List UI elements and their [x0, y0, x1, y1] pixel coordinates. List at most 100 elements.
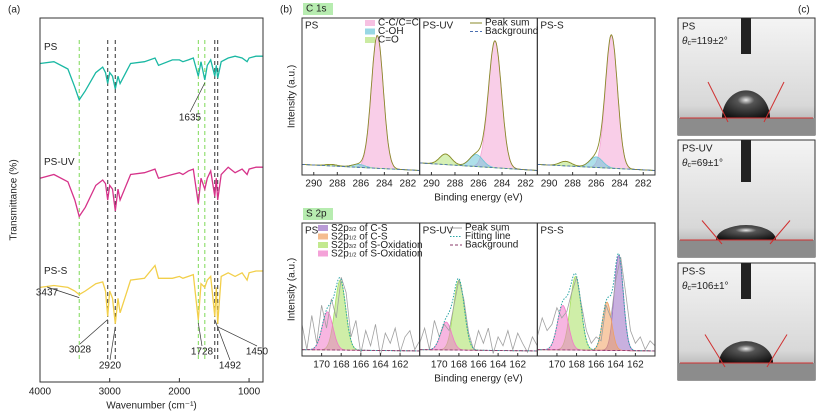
substrate	[678, 240, 815, 257]
x-tick-label: 168	[451, 360, 468, 371]
sum-line	[537, 34, 656, 171]
x-tick-label: 3000	[99, 387, 122, 398]
x-tick-label: 290	[541, 179, 558, 190]
legend-swatch	[318, 250, 328, 257]
angle-symbol: θ	[682, 158, 688, 169]
panel-label: (a)	[8, 5, 20, 16]
spectrum-line	[39, 55, 263, 102]
legend-swatch	[365, 20, 375, 26]
legend-label-rest: of S-Oxidation	[356, 248, 422, 259]
x-tick-label: 290	[305, 179, 322, 190]
x-tick-label: 288	[447, 179, 464, 190]
needle	[741, 140, 751, 182]
annotation-leader	[46, 286, 80, 298]
x-tick-label: 286	[352, 179, 369, 190]
x-tick-label: 162	[392, 360, 409, 371]
legend-label-main: S2p	[331, 231, 349, 242]
legend-label-sub: 1/2	[349, 236, 357, 242]
component-peak	[537, 305, 655, 352]
component-peak	[419, 40, 538, 171]
x-tick-label: 162	[627, 360, 644, 371]
panel-label: (c)	[798, 5, 810, 16]
annotation: 1492	[219, 361, 242, 372]
legend-label-sub: 1/2	[349, 253, 357, 259]
spectrum-line	[39, 264, 263, 324]
legend-label-rest: of S-Oxidation	[356, 240, 422, 251]
x-tick-label: 2000	[168, 387, 191, 398]
legend-label-sub: 3/2	[349, 227, 357, 233]
sample-name: PS-UV	[682, 144, 713, 155]
x-tick-label: 170	[549, 360, 566, 371]
subplot-name: PS-S	[540, 226, 564, 237]
sum-line	[301, 34, 420, 171]
x-tick-label: 162	[509, 360, 526, 371]
raw-line	[419, 279, 538, 354]
legend-swatch	[318, 242, 328, 248]
legend-label: Peak sum	[465, 223, 509, 234]
sample-name: PS	[682, 22, 696, 33]
tangent	[763, 81, 785, 123]
component-peak	[301, 311, 420, 352]
annotation-leader	[217, 326, 258, 347]
angle-value: =106±1°	[691, 281, 729, 292]
contact-angle: θc=69±1°	[682, 158, 723, 169]
x-tick-label: 164	[372, 360, 389, 371]
legend-swatch	[318, 233, 328, 240]
angle-value: =69±1°	[691, 158, 723, 169]
x-axis-label: Binding energy (eV)	[434, 374, 522, 385]
subplot-name: PS	[305, 21, 319, 32]
legend-label: C=O	[378, 35, 399, 46]
needle	[741, 263, 751, 299]
spectrum-line	[39, 166, 263, 218]
x-tick-label: 170	[431, 360, 448, 371]
component-peak	[419, 279, 538, 352]
angle-symbol: θ	[682, 36, 688, 47]
annotation: 3437	[36, 288, 59, 299]
subplot-name: PS-UV	[423, 226, 454, 237]
legend-label: S2p3/2 of C-S	[331, 223, 388, 234]
x-tick-label: 168	[568, 360, 585, 371]
y-axis-label: Intensity (a.u.)	[287, 65, 298, 128]
legend-label: S2p1/2 of S-Oxidation	[331, 248, 423, 259]
substrate	[678, 118, 815, 135]
legend-swatch	[365, 28, 375, 35]
x-tick-label: 288	[329, 179, 346, 190]
legend-label-sub: 3/2	[349, 244, 357, 250]
x-tick-label: 286	[588, 179, 605, 190]
sample-name: PS-S	[682, 267, 706, 278]
contact-angle: θc=106±1°	[682, 281, 729, 292]
raw-line	[536, 256, 656, 351]
annotation-leader	[197, 323, 203, 347]
legend-label: S2p3/2 of S-Oxidation	[331, 240, 423, 251]
component-peak	[537, 34, 656, 171]
angle-symbol: θ	[682, 281, 688, 292]
x-tick-label: 168	[333, 360, 350, 371]
droplet	[719, 341, 773, 363]
section-tag: C 1s	[306, 4, 327, 15]
panel-label: (b)	[280, 5, 292, 16]
annotation: 1728	[191, 347, 214, 358]
x-tick-label: 290	[423, 179, 440, 190]
tangent	[701, 220, 723, 245]
x-tick-label: 288	[564, 179, 581, 190]
legend-label: C-C/C=C	[378, 18, 419, 29]
legend-label-main: S2p	[331, 240, 349, 251]
legend-label: Background	[485, 26, 538, 37]
series-label: PS	[44, 42, 58, 53]
legend-label: Fitting line	[465, 231, 511, 242]
subplot-name: PS-UV	[423, 21, 454, 32]
x-tick-label: 284	[611, 179, 628, 190]
legend-label: C-OH	[378, 26, 404, 37]
angle-subscript: c	[687, 285, 691, 292]
x-tick-label: 4000	[29, 387, 52, 398]
section-tag-bg	[303, 3, 333, 15]
x-axis-label: Binding energy (eV)	[434, 193, 522, 204]
section-tag-bg	[303, 208, 333, 220]
angle-subscript: c	[687, 40, 691, 47]
x-axis-label: Wavenumber (cm⁻¹)	[106, 401, 196, 412]
x-tick-label: 286	[470, 179, 487, 190]
fit-line	[419, 277, 538, 352]
fit-line	[537, 252, 655, 352]
component-peak	[537, 156, 656, 171]
